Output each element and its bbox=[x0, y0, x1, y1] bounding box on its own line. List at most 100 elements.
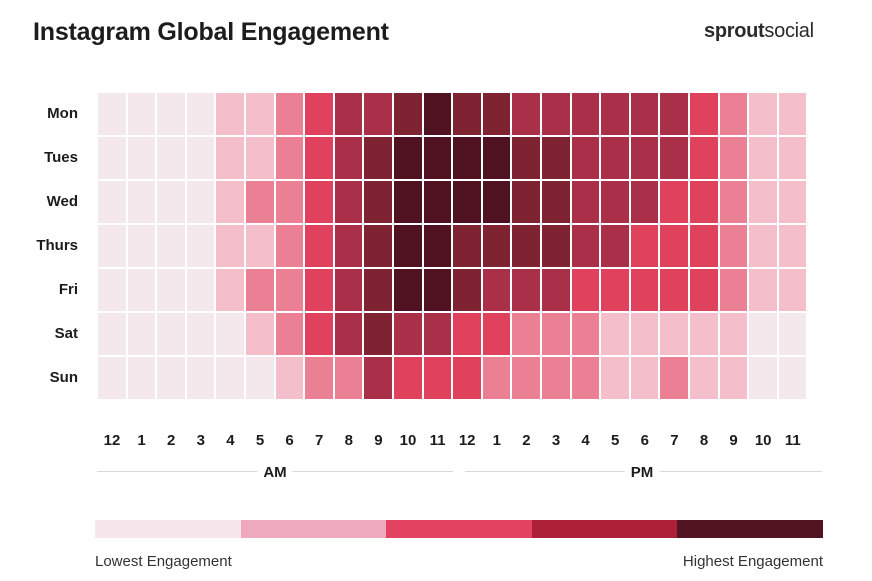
hour-label: 2 bbox=[522, 432, 531, 449]
heatmap-cell bbox=[157, 225, 185, 267]
heatmap-cell bbox=[601, 313, 629, 355]
heatmap-cell bbox=[690, 93, 718, 135]
heatmap-cell bbox=[157, 269, 185, 311]
heatmap-cell bbox=[394, 313, 422, 355]
heatmap-cell bbox=[719, 225, 748, 267]
heatmap-cell bbox=[601, 137, 629, 179]
heatmap-cell bbox=[98, 137, 126, 179]
hour-label: 4 bbox=[581, 432, 590, 449]
heatmap-cell bbox=[423, 269, 452, 311]
hour-label: 1 bbox=[137, 432, 146, 449]
heatmap-cell bbox=[423, 313, 452, 355]
hour-label: 12 bbox=[103, 432, 121, 449]
heatmap-cell bbox=[601, 357, 629, 399]
heatmap-cell bbox=[305, 93, 333, 135]
heatmap-cell bbox=[305, 225, 333, 267]
heatmap-cell bbox=[719, 181, 748, 223]
heatmap-cell bbox=[275, 93, 304, 135]
heatmap-cell bbox=[660, 269, 688, 311]
heatmap-cell bbox=[630, 225, 659, 267]
heatmap-cell bbox=[660, 357, 688, 399]
heatmap-cell bbox=[778, 225, 807, 267]
heatmap-cell bbox=[364, 225, 392, 267]
heatmap-cell bbox=[305, 181, 333, 223]
heatmap-cell bbox=[719, 357, 748, 399]
logo-light: social bbox=[764, 20, 814, 42]
heatmap-cell bbox=[334, 137, 363, 179]
heatmap-cell bbox=[749, 181, 777, 223]
heatmap-cell bbox=[749, 357, 777, 399]
heatmap-cell bbox=[482, 269, 511, 311]
heatmap-cell bbox=[216, 93, 244, 135]
heatmap-cell bbox=[275, 313, 304, 355]
heatmap-cell bbox=[186, 225, 215, 267]
row-label: Sun bbox=[49, 369, 78, 386]
heatmap-cell bbox=[334, 93, 363, 135]
heatmap-cell bbox=[423, 93, 452, 135]
heatmap-cell bbox=[453, 225, 481, 267]
heatmap-cell bbox=[423, 225, 452, 267]
heatmap-cell bbox=[660, 93, 688, 135]
heatmap-cell bbox=[749, 225, 777, 267]
hour-label: 1 bbox=[492, 432, 501, 449]
heatmap-cell bbox=[690, 269, 718, 311]
heatmap-cell bbox=[186, 357, 215, 399]
pm-label: PM bbox=[624, 464, 660, 481]
heatmap-cell bbox=[601, 181, 629, 223]
heatmap-cell bbox=[512, 269, 540, 311]
heatmap-cell bbox=[186, 269, 215, 311]
hour-label: 9 bbox=[729, 432, 738, 449]
row-label: Wed bbox=[46, 193, 78, 210]
heatmap-cell bbox=[542, 269, 570, 311]
heatmap-cell bbox=[512, 93, 540, 135]
heatmap-cell bbox=[364, 313, 392, 355]
heatmap-cell bbox=[778, 137, 807, 179]
hour-label: 7 bbox=[315, 432, 324, 449]
hour-label: 5 bbox=[611, 432, 620, 449]
heatmap-cell bbox=[127, 93, 156, 135]
heatmap-cell bbox=[186, 313, 215, 355]
hour-label: 5 bbox=[255, 432, 265, 449]
heatmap-cell bbox=[482, 313, 511, 355]
heatmap-cell bbox=[127, 313, 156, 355]
heatmap-cell bbox=[660, 225, 688, 267]
heatmap-cell bbox=[364, 357, 392, 399]
heatmap-cell bbox=[394, 93, 422, 135]
heatmap-cell bbox=[246, 225, 274, 267]
hour-label: 11 bbox=[429, 432, 446, 449]
heatmap-cell bbox=[453, 137, 481, 179]
heatmap-cell bbox=[246, 93, 274, 135]
heatmap-cell bbox=[571, 93, 600, 135]
heatmap-cell bbox=[305, 357, 333, 399]
heatmap-cell bbox=[719, 137, 748, 179]
heatmap-cell bbox=[216, 225, 244, 267]
heatmap-cell bbox=[571, 357, 600, 399]
heatmap-cell bbox=[334, 313, 363, 355]
heatmap-cell bbox=[275, 269, 304, 311]
heatmap-cell bbox=[453, 357, 481, 399]
hour-label: 11 bbox=[784, 432, 801, 449]
heatmap-cell bbox=[246, 137, 274, 179]
heatmap-cell bbox=[749, 93, 777, 135]
hour-label: 2 bbox=[167, 432, 176, 449]
heatmap-cell bbox=[778, 93, 807, 135]
heatmap-cell bbox=[482, 181, 511, 223]
chart-title: Instagram Global Engagement bbox=[33, 18, 389, 46]
heatmap-cell bbox=[157, 357, 185, 399]
sprout-social-logo: sproutsocial bbox=[704, 20, 814, 43]
heatmap-cell bbox=[630, 93, 659, 135]
heatmap-cell bbox=[778, 313, 807, 355]
heatmap-cell bbox=[98, 313, 126, 355]
heatmap-cell bbox=[157, 137, 185, 179]
hour-label: 6 bbox=[640, 432, 649, 449]
row-label: Sat bbox=[54, 325, 78, 342]
heatmap-cell bbox=[423, 181, 452, 223]
heatmap-cell bbox=[98, 225, 126, 267]
heatmap-cell bbox=[512, 313, 540, 355]
legend-min-label: Lowest Engagement bbox=[95, 553, 232, 570]
heatmap-cell bbox=[571, 269, 600, 311]
heatmap-cell bbox=[660, 181, 688, 223]
heatmap-cell bbox=[778, 269, 807, 311]
heatmap-cell bbox=[512, 181, 540, 223]
heatmap-cell bbox=[601, 269, 629, 311]
